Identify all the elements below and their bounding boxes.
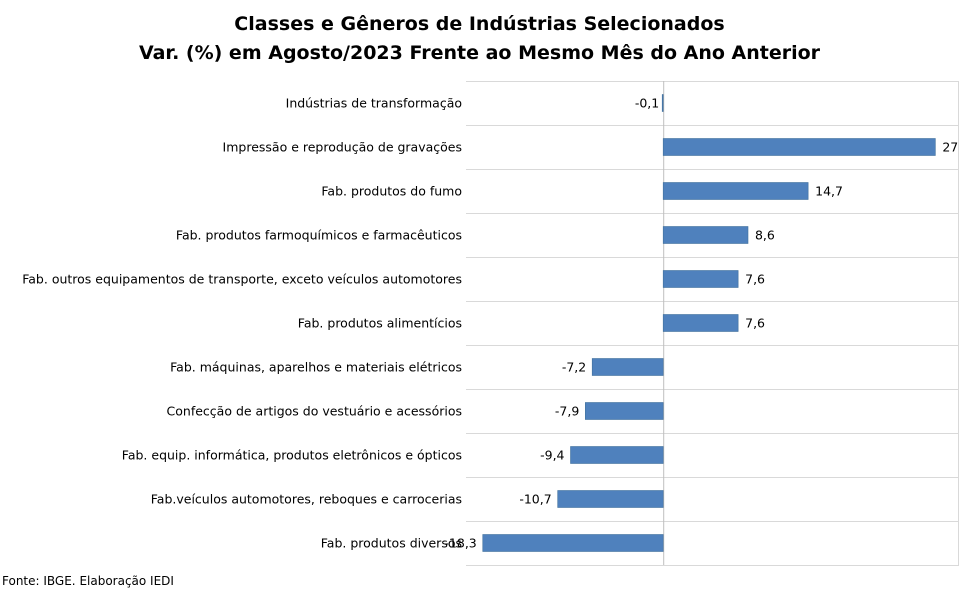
category-label: Confecção de artigos do vestuário e aces… (167, 404, 462, 419)
category-label: Fab. máquinas, aparelhos e materiais elé… (170, 360, 462, 375)
bar (482, 534, 664, 552)
chart-title: Classes e Gêneros de Indústrias Selecion… (234, 13, 725, 35)
bar (662, 314, 739, 332)
bar (570, 446, 664, 464)
bar (661, 94, 664, 112)
data-label: -18,3 (444, 536, 476, 551)
data-label: 8,6 (755, 228, 775, 243)
category-label: Fab.veículos automotores, reboques e car… (151, 492, 462, 507)
data-label: -9,4 (540, 448, 564, 463)
chart-title-block: Classes e Gêneros de Indústrias Selecion… (0, 10, 959, 68)
data-label: -7,2 (562, 360, 586, 375)
category-label: Fab. produtos do fumo (321, 184, 462, 199)
category-label: Fab. produtos diversos (321, 536, 462, 551)
bar (557, 490, 664, 508)
source-note: Fonte: IBGE. Elaboração IEDI (2, 574, 174, 588)
category-label: Fab. outros equipamentos de transporte, … (22, 272, 462, 287)
data-label: -10,7 (519, 492, 551, 507)
category-label: Indústrias de transformação (286, 96, 462, 111)
category-label: Fab. equip. informática, produtos eletrô… (122, 448, 462, 463)
bar (662, 226, 749, 244)
bar (585, 402, 664, 420)
bar (662, 182, 809, 200)
category-label: Fab. produtos farmoquímicos e farmacêuti… (176, 228, 462, 243)
bar (591, 358, 664, 376)
category-label: Impressão e reprodução de gravações (223, 140, 462, 155)
data-label: 14,7 (815, 184, 843, 199)
data-label: -7,9 (555, 404, 579, 419)
data-label: 27,6 (942, 140, 959, 155)
data-label: 7,6 (745, 316, 765, 331)
chart-subtitle: Var. (%) em Agosto/2023 Frente ao Mesmo … (138, 42, 821, 64)
category-label: Fab. produtos alimentícios (298, 316, 462, 331)
data-label: -0,1 (635, 96, 659, 111)
data-label: 7,6 (745, 272, 765, 287)
bar (662, 138, 936, 156)
bar (662, 270, 739, 288)
